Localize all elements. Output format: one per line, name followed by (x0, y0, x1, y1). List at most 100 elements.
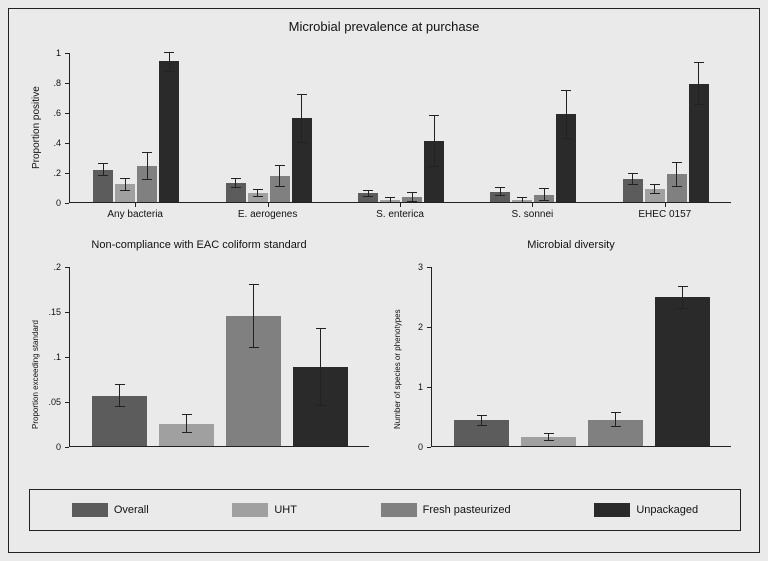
error-bar (434, 115, 435, 166)
error-cap (363, 196, 373, 197)
legend-item-unpackaged: Unpackaged (594, 503, 698, 517)
error-bar (125, 178, 126, 190)
error-cap (539, 200, 549, 201)
error-cap (611, 412, 621, 413)
error-cap (385, 197, 395, 198)
error-cap (142, 179, 152, 180)
error-cap (231, 187, 241, 188)
error-bar (301, 94, 302, 142)
error-bar (615, 412, 616, 426)
error-bar (186, 415, 187, 433)
tick-label: 0 (56, 198, 61, 208)
error-cap (249, 284, 259, 285)
error-cap (477, 415, 487, 416)
tick-label: 0 (418, 442, 423, 452)
error-cap (275, 186, 285, 187)
tick-label: 1 (56, 48, 61, 58)
error-cap (611, 426, 621, 427)
legend-item-overall: Overall (72, 503, 149, 517)
error-bar (279, 165, 280, 186)
legend-label: UHT (274, 504, 297, 516)
error-cap (98, 175, 108, 176)
error-cap (115, 406, 125, 407)
error-cap (407, 192, 417, 193)
error-cap (182, 414, 192, 415)
error-cap (231, 178, 241, 179)
error-cap (694, 62, 704, 63)
error-cap (561, 138, 571, 139)
error-bar (253, 284, 254, 347)
legend-label: Fresh pasteurized (423, 504, 511, 516)
legend-label: Unpackaged (636, 504, 698, 516)
error-bar (632, 174, 633, 185)
error-bar (682, 286, 683, 308)
left-y-axis-label: Proportion exceeding standard (31, 320, 40, 429)
error-cap (385, 202, 395, 203)
error-cap (120, 190, 130, 191)
legend-swatch-fresh (381, 503, 417, 517)
error-cap (628, 184, 638, 185)
error-cap (164, 71, 174, 72)
error-cap (477, 425, 487, 426)
error-cap (561, 90, 571, 91)
error-cap (429, 115, 439, 116)
error-cap (363, 190, 373, 191)
tick-label: .8 (53, 78, 61, 88)
error-bar (103, 164, 104, 176)
category-label: S. enterica (376, 209, 424, 220)
error-cap (115, 384, 125, 385)
error-cap (249, 347, 259, 348)
error-cap (544, 433, 554, 434)
error-bar (544, 189, 545, 201)
error-cap (164, 52, 174, 53)
tick-label: 3 (418, 262, 423, 272)
tick-label: .15 (48, 307, 61, 317)
error-cap (297, 142, 307, 143)
error-cap (694, 104, 704, 105)
error-cap (142, 152, 152, 153)
error-cap (517, 202, 527, 203)
error-bar (566, 90, 567, 138)
error-cap (650, 193, 660, 194)
tick-label: .2 (53, 168, 61, 178)
error-cap (672, 162, 682, 163)
error-cap (650, 184, 660, 185)
error-cap (407, 201, 417, 202)
legend-box: Overall UHT Fresh pasteurized Unpackaged (29, 489, 741, 531)
error-bar (119, 385, 120, 407)
error-cap (120, 178, 130, 179)
error-cap (517, 197, 527, 198)
tick-label: 0 (56, 442, 61, 452)
legend-swatch-overall (72, 503, 108, 517)
legend-item-fresh: Fresh pasteurized (381, 503, 511, 517)
left-chart-title: Non-compliance with EAC coliform standar… (9, 239, 389, 251)
error-bar (676, 162, 677, 186)
error-cap (316, 405, 326, 406)
tick-label: 2 (418, 322, 423, 332)
bar-unpackaged (159, 61, 179, 202)
error-bar (320, 328, 321, 405)
right-plot-area (431, 267, 731, 447)
main-chart-title: Microbial prevalence at purchase (9, 19, 759, 34)
figure-frame: Microbial prevalence at purchase Proport… (8, 8, 760, 553)
error-cap (297, 94, 307, 95)
tick-label: .6 (53, 108, 61, 118)
legend-item-uht: UHT (232, 503, 297, 517)
right-chart-title: Microbial diversity (381, 239, 761, 251)
error-cap (429, 166, 439, 167)
error-cap (539, 188, 549, 189)
error-cap (628, 173, 638, 174)
error-cap (544, 440, 554, 441)
error-bar (169, 52, 170, 72)
error-cap (672, 186, 682, 187)
bar-unpackaged (655, 297, 710, 446)
tick-label: .4 (53, 138, 61, 148)
right-y-axis-label: Number of species or phenotypes (393, 309, 402, 429)
left-plot-area (69, 267, 369, 447)
error-cap (678, 308, 688, 309)
error-cap (275, 165, 285, 166)
error-bar (698, 63, 699, 105)
error-cap (678, 286, 688, 287)
tick-label: .1 (53, 352, 61, 362)
error-cap (182, 432, 192, 433)
